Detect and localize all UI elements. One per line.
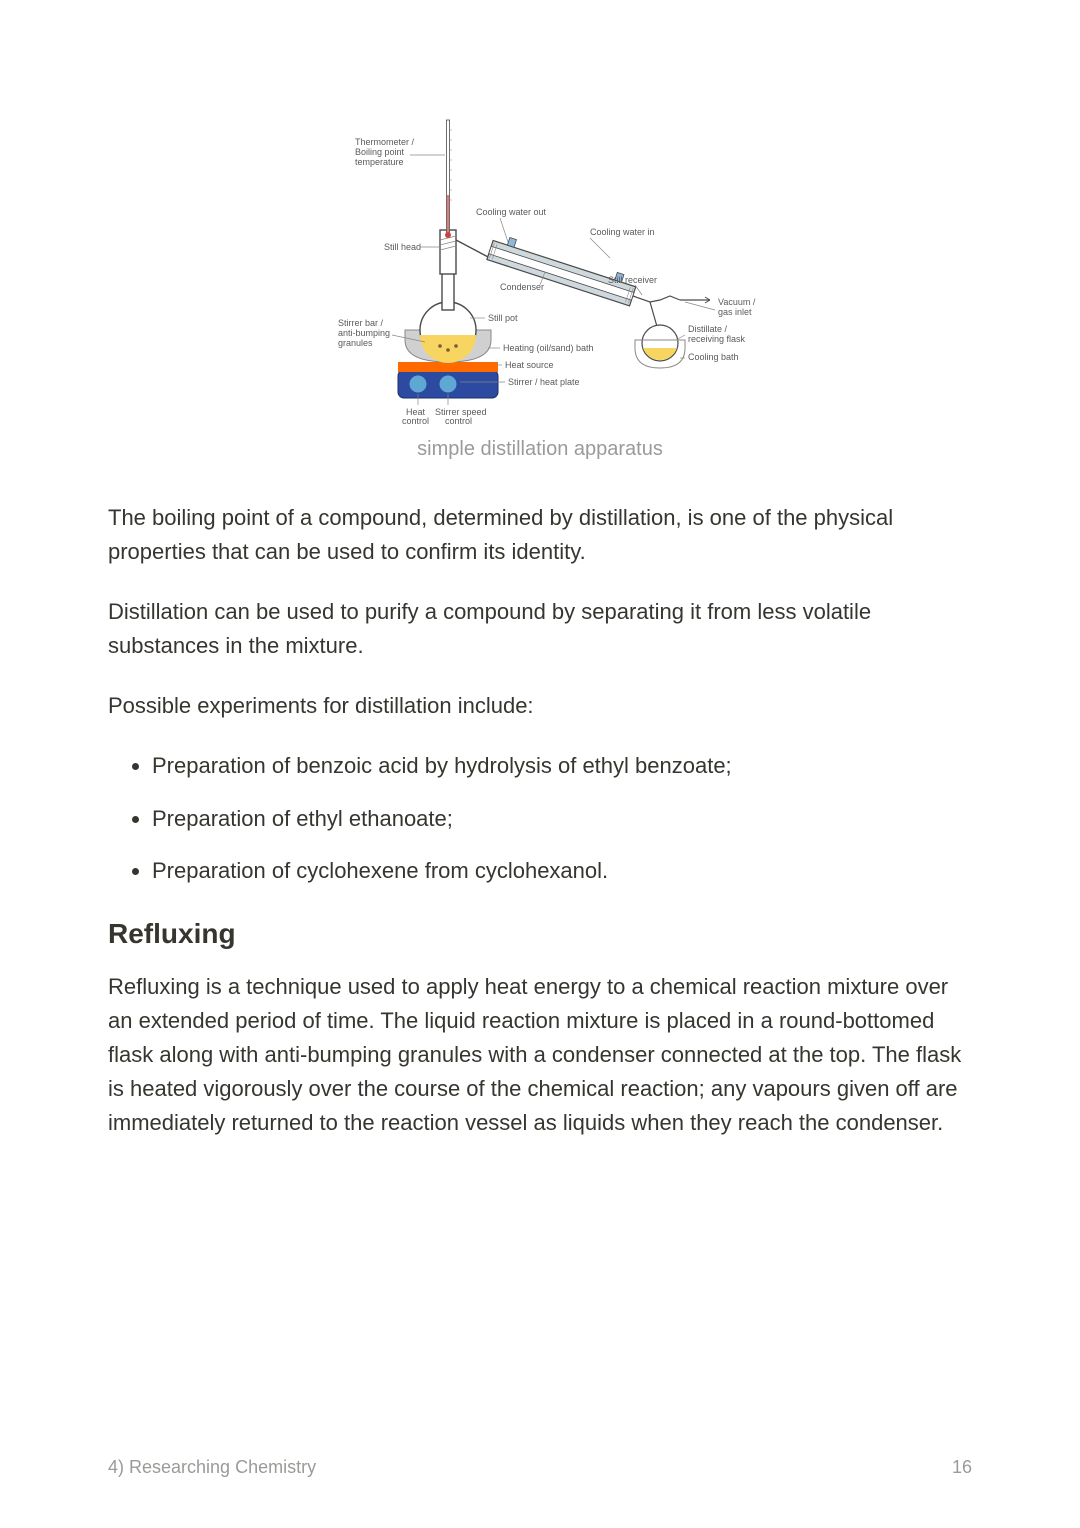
- figure-caption: simple distillation apparatus: [108, 438, 972, 461]
- svg-text:Still pot: Still pot: [488, 313, 518, 323]
- svg-text:Stirrer bar /: Stirrer bar /: [338, 318, 384, 328]
- svg-text:Cooling water in: Cooling water in: [590, 227, 655, 237]
- list-item: Preparation of cyclohexene from cyclohex…: [152, 854, 972, 888]
- svg-text:Heat source: Heat source: [505, 360, 554, 370]
- svg-text:gas inlet: gas inlet: [718, 307, 752, 317]
- svg-text:granules: granules: [338, 338, 373, 348]
- svg-text:Still receiver: Still receiver: [608, 275, 657, 285]
- heading-refluxing: Refluxing: [108, 918, 972, 950]
- svg-text:Still head: Still head: [384, 242, 421, 252]
- paragraph-boiling-point: The boiling point of a compound, determi…: [108, 501, 972, 569]
- svg-text:Cooling water out: Cooling water out: [476, 207, 547, 217]
- paragraph-refluxing: Refluxing is a technique used to apply h…: [108, 970, 972, 1140]
- footer-page-number: 16: [952, 1457, 972, 1478]
- list-item: Preparation of ethyl ethanoate;: [152, 802, 972, 836]
- figure-distillation: Thermometer / Boiling point temperature …: [108, 100, 972, 461]
- svg-text:Heating (oil/sand) bath: Heating (oil/sand) bath: [503, 343, 594, 353]
- svg-text:anti-bumping: anti-bumping: [338, 328, 390, 338]
- svg-text:Thermometer /: Thermometer /: [355, 137, 415, 147]
- svg-text:Vacuum /: Vacuum /: [718, 297, 756, 307]
- footer-left: 4) Researching Chemistry: [108, 1457, 316, 1478]
- svg-text:Stirrer / heat plate: Stirrer / heat plate: [508, 377, 580, 387]
- svg-text:Cooling bath: Cooling bath: [688, 352, 739, 362]
- svg-text:control: control: [445, 416, 472, 426]
- paragraph-purify: Distillation can be used to purify a com…: [108, 595, 972, 663]
- footer: 4) Researching Chemistry 16: [108, 1457, 972, 1478]
- svg-text:temperature: temperature: [355, 157, 404, 167]
- svg-text:Condenser: Condenser: [500, 282, 544, 292]
- svg-text:control: control: [402, 416, 429, 426]
- svg-text:Distillate /: Distillate /: [688, 324, 728, 334]
- experiments-list: Preparation of benzoic acid by hydrolysi…: [108, 749, 972, 887]
- distillation-diagram: Thermometer / Boiling point temperature …: [290, 100, 790, 430]
- svg-text:Boiling point: Boiling point: [355, 147, 405, 157]
- list-item: Preparation of benzoic acid by hydrolysi…: [152, 749, 972, 783]
- paragraph-experiments-intro: Possible experiments for distillation in…: [108, 689, 972, 723]
- svg-text:receiving flask: receiving flask: [688, 334, 746, 344]
- page: Thermometer / Boiling point temperature …: [0, 0, 1080, 1528]
